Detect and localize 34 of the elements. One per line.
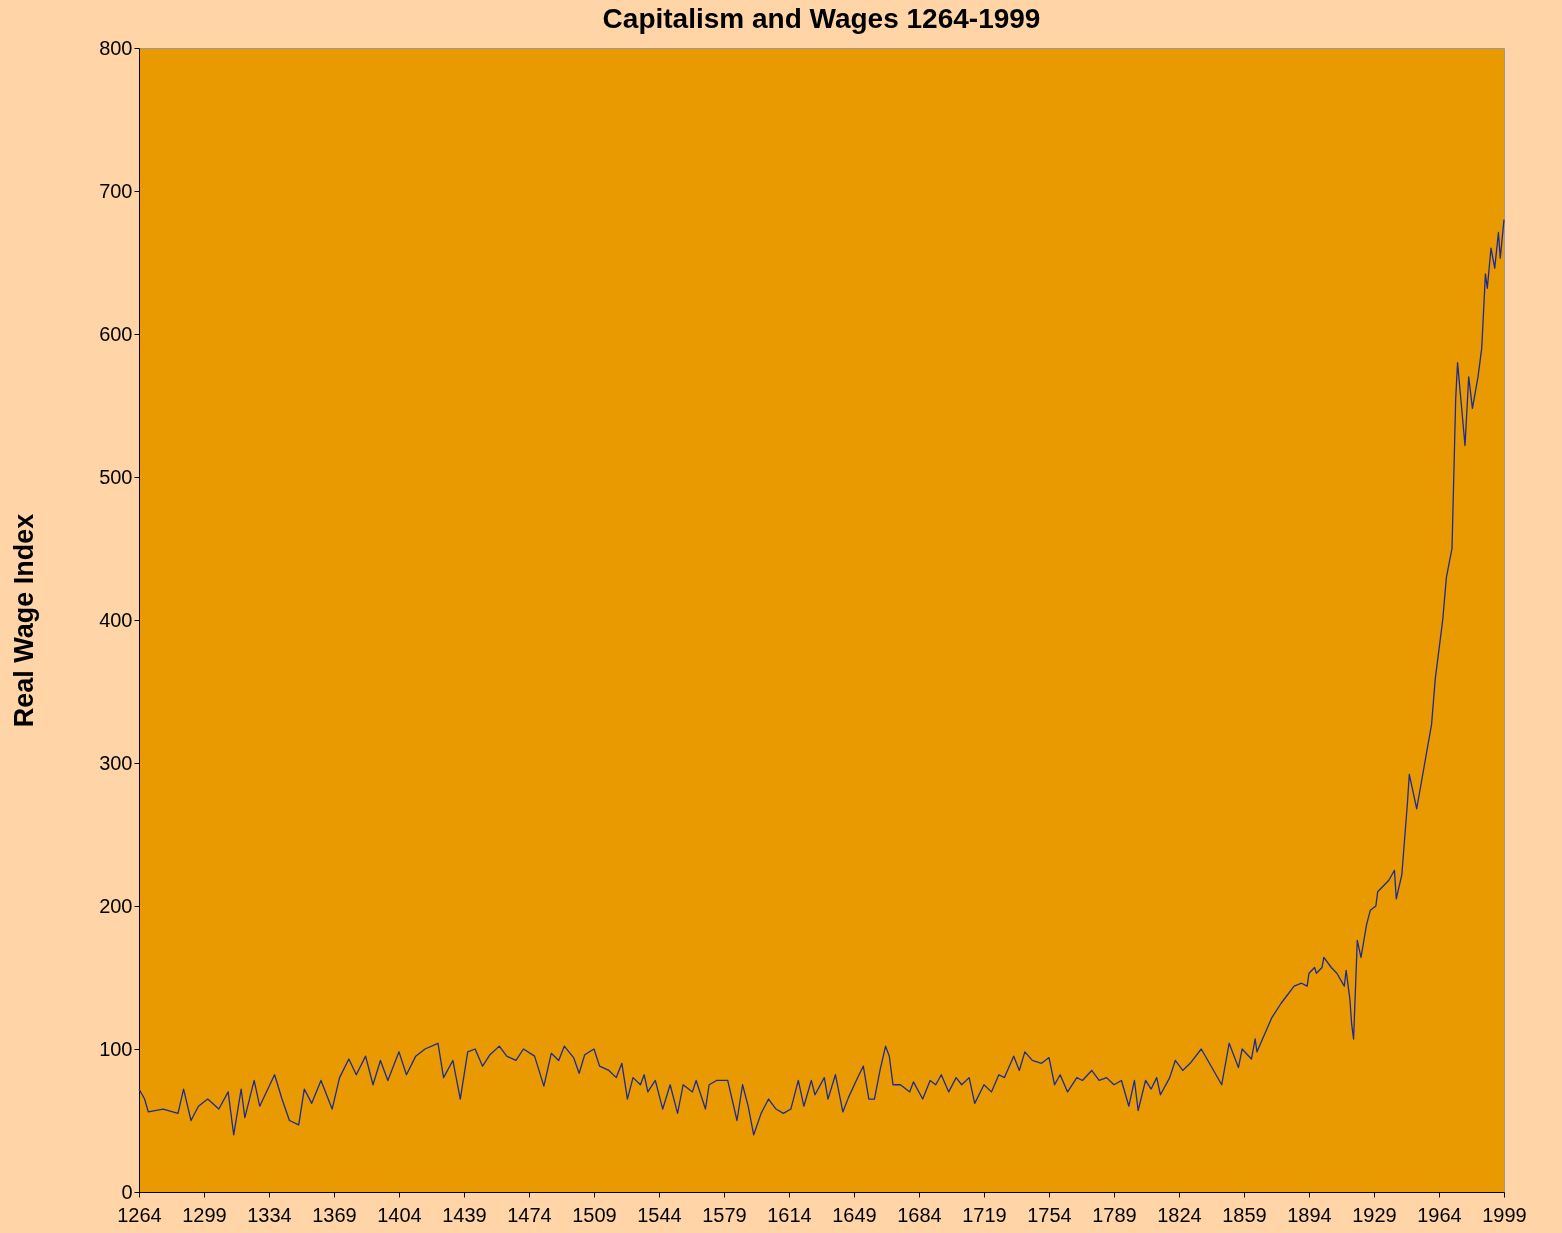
x-tick-label: 1544 bbox=[637, 1203, 682, 1226]
x-tick-label: 1859 bbox=[1222, 1203, 1267, 1226]
x-tick-label: 1754 bbox=[1027, 1203, 1072, 1226]
y-tick-label: 600 bbox=[99, 322, 133, 345]
x-tick-label: 1789 bbox=[1092, 1203, 1137, 1226]
x-tick-label: 1369 bbox=[312, 1203, 357, 1226]
x-tick-label: 1684 bbox=[897, 1203, 942, 1226]
x-tick-label: 1509 bbox=[572, 1203, 617, 1226]
y-tick-label: 300 bbox=[99, 751, 133, 774]
x-tick-label: 1649 bbox=[832, 1203, 877, 1226]
x-tick-label: 1964 bbox=[1417, 1203, 1462, 1226]
x-tick-label: 1474 bbox=[507, 1203, 552, 1226]
y-tick-label: 200 bbox=[99, 894, 133, 917]
y-tick-label: 700 bbox=[99, 179, 133, 202]
chart-title: Capitalism and Wages 1264-1999 bbox=[602, 3, 1041, 34]
x-tick-label: 1614 bbox=[767, 1203, 812, 1226]
x-tick-label: 1299 bbox=[182, 1203, 227, 1226]
x-tick-label: 1439 bbox=[442, 1203, 487, 1226]
y-tick-label: 0 bbox=[121, 1180, 133, 1203]
line-series bbox=[138, 218, 1505, 1136]
x-tick-label: 1999 bbox=[1482, 1203, 1527, 1226]
x-tick-label: 1579 bbox=[702, 1203, 747, 1226]
x-tick-label: 1719 bbox=[962, 1203, 1007, 1226]
x-tick-label: 1894 bbox=[1287, 1203, 1332, 1226]
y-tick-label: 500 bbox=[99, 465, 133, 488]
x-tick-label: 1334 bbox=[247, 1203, 292, 1226]
x-tick-label: 1824 bbox=[1157, 1203, 1202, 1226]
x-tick-label: 1929 bbox=[1352, 1203, 1397, 1226]
y-axis-title: Real Wage Index bbox=[9, 513, 40, 728]
y-tick-label: 100 bbox=[99, 1037, 133, 1060]
y-tick-label: 400 bbox=[99, 608, 133, 631]
x-tick-label: 1404 bbox=[377, 1203, 422, 1226]
y-tick-label: 800 bbox=[99, 36, 133, 59]
x-tick-label: 1264 bbox=[117, 1203, 162, 1226]
